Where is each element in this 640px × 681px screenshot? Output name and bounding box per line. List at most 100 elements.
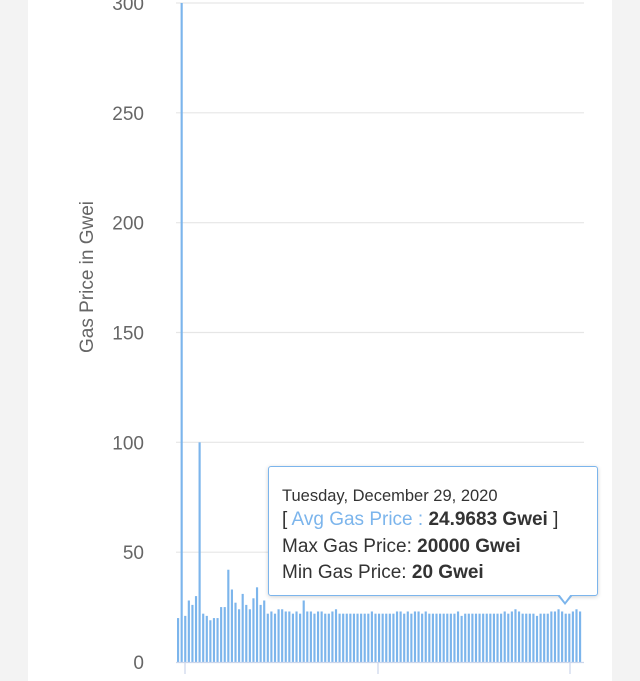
bar[interactable] bbox=[349, 613, 352, 662]
bar[interactable] bbox=[230, 589, 233, 662]
bar[interactable] bbox=[539, 613, 542, 662]
bar[interactable] bbox=[564, 613, 567, 662]
bar[interactable] bbox=[485, 613, 488, 662]
bar[interactable] bbox=[184, 615, 187, 662]
bar[interactable] bbox=[352, 613, 356, 662]
bar[interactable] bbox=[482, 613, 485, 662]
bar[interactable] bbox=[220, 607, 223, 662]
bar[interactable] bbox=[532, 613, 535, 662]
bar[interactable] bbox=[535, 615, 539, 662]
bar[interactable] bbox=[500, 613, 503, 662]
bar[interactable] bbox=[413, 611, 417, 662]
bar[interactable] bbox=[553, 611, 557, 662]
bar[interactable] bbox=[177, 618, 180, 662]
bar[interactable] bbox=[510, 611, 513, 662]
bar[interactable] bbox=[528, 613, 531, 662]
bar[interactable] bbox=[424, 611, 427, 662]
bar[interactable] bbox=[212, 618, 216, 662]
bar[interactable] bbox=[503, 611, 506, 662]
bar[interactable] bbox=[327, 613, 330, 662]
bar[interactable] bbox=[489, 613, 492, 662]
bar[interactable] bbox=[446, 613, 449, 662]
bar[interactable] bbox=[331, 611, 334, 662]
bar[interactable] bbox=[439, 613, 442, 662]
bar[interactable] bbox=[471, 613, 474, 662]
bar[interactable] bbox=[374, 613, 377, 662]
bar[interactable] bbox=[388, 613, 391, 662]
bar[interactable] bbox=[579, 611, 582, 662]
bar[interactable] bbox=[284, 611, 287, 662]
bar[interactable] bbox=[266, 613, 269, 662]
bar[interactable] bbox=[568, 613, 571, 662]
bar[interactable] bbox=[356, 613, 359, 662]
bar[interactable] bbox=[428, 613, 431, 662]
bar[interactable] bbox=[291, 613, 295, 662]
bar[interactable] bbox=[227, 569, 230, 662]
bar[interactable] bbox=[299, 613, 302, 662]
bar[interactable] bbox=[306, 611, 309, 662]
bar[interactable] bbox=[421, 613, 424, 662]
bar[interactable] bbox=[453, 613, 456, 662]
bar[interactable] bbox=[378, 613, 381, 662]
bar[interactable] bbox=[345, 613, 348, 662]
bar[interactable] bbox=[288, 611, 291, 662]
bar[interactable] bbox=[410, 613, 413, 662]
bar[interactable] bbox=[571, 611, 574, 662]
bar[interactable] bbox=[460, 615, 463, 662]
bar[interactable] bbox=[360, 613, 363, 662]
bar[interactable] bbox=[546, 613, 549, 662]
bar[interactable] bbox=[406, 611, 409, 662]
bar[interactable] bbox=[338, 613, 341, 662]
bar[interactable] bbox=[191, 604, 194, 662]
bar[interactable] bbox=[525, 613, 528, 662]
bar[interactable] bbox=[202, 613, 205, 662]
bar[interactable] bbox=[324, 613, 327, 662]
bar[interactable] bbox=[392, 613, 395, 662]
bar[interactable] bbox=[302, 600, 305, 662]
bar[interactable] bbox=[313, 613, 316, 662]
bar[interactable] bbox=[442, 613, 445, 662]
bar[interactable] bbox=[514, 609, 517, 662]
bar[interactable] bbox=[575, 609, 578, 662]
bar[interactable] bbox=[194, 596, 198, 662]
bar[interactable] bbox=[270, 611, 273, 662]
bar[interactable] bbox=[316, 611, 320, 662]
bar[interactable] bbox=[277, 609, 280, 662]
bar[interactable] bbox=[273, 613, 277, 662]
bar[interactable] bbox=[367, 613, 370, 662]
bar[interactable] bbox=[431, 613, 434, 662]
bar[interactable] bbox=[248, 609, 251, 662]
bar[interactable] bbox=[309, 611, 312, 662]
bar[interactable] bbox=[342, 613, 345, 662]
bar[interactable] bbox=[507, 613, 510, 662]
bar[interactable] bbox=[255, 587, 259, 662]
bar[interactable] bbox=[205, 615, 208, 662]
bar[interactable] bbox=[223, 607, 226, 662]
bar[interactable] bbox=[496, 613, 499, 662]
bar[interactable] bbox=[234, 602, 237, 662]
bar[interactable] bbox=[456, 611, 460, 662]
bar[interactable] bbox=[557, 609, 560, 662]
bar[interactable] bbox=[399, 611, 402, 662]
bar[interactable] bbox=[320, 611, 323, 662]
bar[interactable] bbox=[334, 609, 338, 662]
bar[interactable] bbox=[295, 611, 298, 662]
bar[interactable] bbox=[241, 593, 244, 662]
bar[interactable] bbox=[403, 613, 406, 662]
bar[interactable] bbox=[180, 3, 183, 662]
bar[interactable] bbox=[385, 613, 388, 662]
bar[interactable] bbox=[395, 611, 399, 662]
bar[interactable] bbox=[478, 613, 481, 662]
bar[interactable] bbox=[370, 611, 373, 662]
bar[interactable] bbox=[252, 598, 255, 662]
bar[interactable] bbox=[209, 620, 212, 662]
bar[interactable] bbox=[561, 611, 564, 662]
bar[interactable] bbox=[259, 604, 262, 662]
bar[interactable] bbox=[464, 613, 467, 662]
bar[interactable] bbox=[281, 609, 284, 662]
bar[interactable] bbox=[550, 611, 553, 662]
bar[interactable] bbox=[263, 600, 266, 662]
bar[interactable] bbox=[467, 613, 470, 662]
bar[interactable] bbox=[216, 618, 219, 662]
bar[interactable] bbox=[474, 613, 478, 662]
